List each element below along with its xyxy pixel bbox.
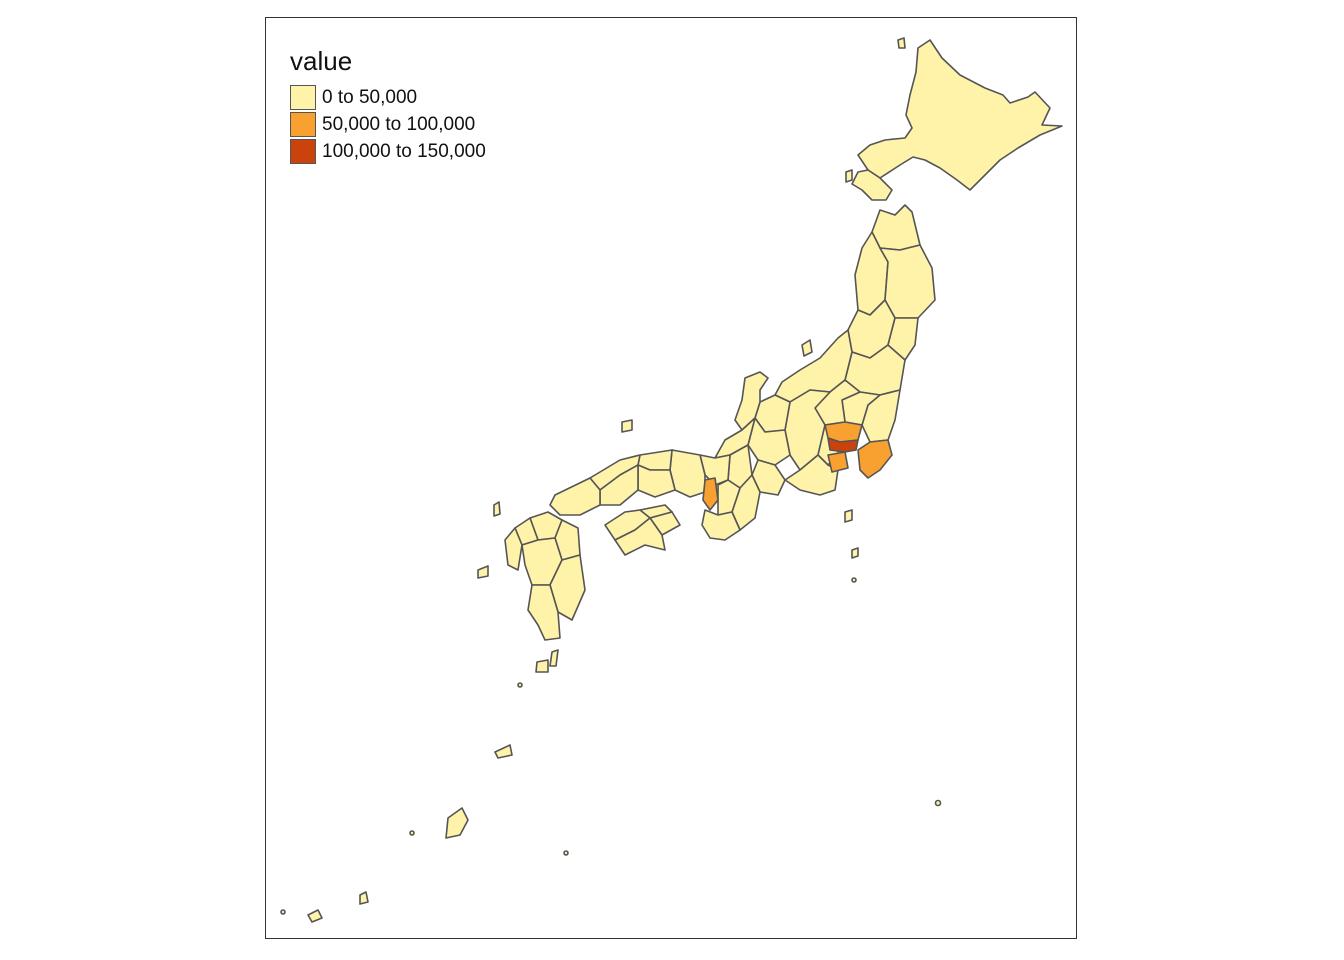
region-okayama[interactable] — [637, 464, 676, 498]
island-dot-4[interactable] — [280, 909, 286, 915]
legend-label: 50,000 to 100,000 — [322, 113, 476, 135]
island-izu[interactable] — [844, 509, 853, 523]
region-ishikawa[interactable] — [734, 371, 769, 431]
legend-label: 0 to 50,000 — [322, 86, 418, 108]
region-kagoshima[interactable] — [527, 584, 561, 641]
legend-label: 100,000 to 150,000 — [322, 140, 486, 162]
island-oki[interactable] — [621, 419, 633, 433]
island-tsushima[interactable] — [493, 501, 501, 517]
region-tokyo[interactable] — [827, 437, 859, 453]
island-tanegashima[interactable] — [549, 649, 559, 667]
legend-item: 50,000 to 100,000 — [290, 111, 486, 138]
legend-title: value — [290, 46, 353, 76]
region-shizuoka[interactable] — [784, 454, 839, 496]
legend-swatch — [290, 85, 316, 110]
legend-item: 0 to 50,000 — [290, 84, 486, 111]
island-dot-6[interactable] — [409, 830, 415, 836]
prefectures-high — [827, 437, 859, 453]
region-osaka[interactable] — [702, 477, 719, 511]
region-kanagawa[interactable] — [827, 451, 849, 473]
island-sado[interactable] — [801, 339, 813, 357]
region-miyagi[interactable] — [887, 317, 919, 361]
region-gifu[interactable] — [747, 417, 791, 466]
island-amami[interactable] — [494, 744, 513, 759]
island-miyako[interactable] — [359, 891, 369, 905]
map-frame — [265, 17, 1077, 939]
region-hokkaido-south[interactable] — [851, 169, 893, 201]
region-kochi[interactable] — [614, 517, 666, 556]
map-legend: value 0 to 50,000 50,000 to 100,000 100,… — [290, 46, 486, 165]
legend-swatch — [290, 139, 316, 164]
island-okushiri[interactable] — [845, 169, 853, 183]
region-iwate[interactable] — [879, 244, 936, 319]
island-rishiri[interactable] — [897, 37, 906, 49]
island-yakushima[interactable] — [535, 659, 549, 673]
prefectures-low — [280, 37, 1063, 923]
legend-swatch — [290, 112, 316, 137]
region-wakayama[interactable] — [701, 509, 741, 541]
region-chiba[interactable] — [857, 439, 893, 479]
island-okinawa[interactable] — [445, 807, 469, 839]
island-ishigaki[interactable] — [307, 909, 323, 923]
prefectures-mid — [702, 421, 893, 511]
region-yamaguchi[interactable] — [549, 477, 601, 516]
region-nagasaki[interactable] — [504, 527, 523, 571]
island-hachijo[interactable] — [851, 547, 859, 559]
region-aomori[interactable] — [871, 204, 921, 251]
island-goto[interactable] — [477, 565, 489, 579]
island-dot-3[interactable] — [563, 850, 569, 856]
island-dot-1[interactable] — [934, 799, 942, 807]
island-dot-5[interactable] — [517, 682, 523, 688]
region-nara[interactable] — [717, 479, 741, 516]
region-hokkaido[interactable] — [857, 39, 1063, 191]
legend-item: 100,000 to 150,000 — [290, 138, 486, 165]
island-dot-2[interactable] — [851, 577, 857, 583]
